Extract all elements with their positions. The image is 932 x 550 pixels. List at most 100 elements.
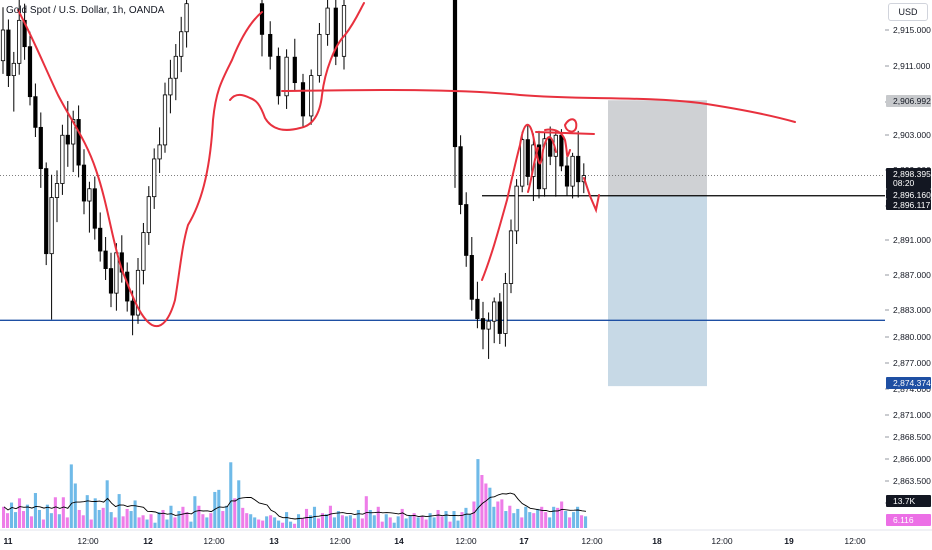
candle-body — [259, 3, 265, 35]
candle-body — [33, 96, 38, 128]
volume-bar — [29, 516, 33, 528]
candle-body — [300, 82, 306, 117]
candle-body — [492, 301, 497, 322]
volume-bar — [269, 515, 273, 528]
price-tick-label: 2,915.000 — [893, 25, 931, 35]
freehand-stroke — [281, 88, 796, 123]
volume-bar — [33, 493, 37, 528]
plot-background — [0, 0, 885, 530]
time-tick-label: 12:00 — [581, 536, 603, 546]
price-axis[interactable]: 2,915.0002,911.0002,907.0002,903.0002,89… — [885, 22, 932, 530]
volume-bar — [336, 511, 340, 528]
volume-bar — [464, 507, 468, 528]
candle-body — [570, 155, 575, 187]
candle-body — [60, 134, 65, 184]
volume-bar — [448, 521, 452, 528]
candle-body — [475, 298, 480, 319]
volume-bar — [109, 512, 113, 528]
volume-bar — [308, 515, 313, 528]
volume-bar — [544, 512, 548, 528]
candle-body — [38, 126, 43, 169]
position-tool[interactable] — [608, 100, 707, 387]
volume-bar — [388, 517, 392, 528]
volume-bar — [532, 513, 536, 528]
freehand-drawings[interactable] — [17, 2, 796, 328]
volume-bar — [576, 506, 580, 528]
volume-bar — [65, 517, 69, 528]
candle-body — [525, 139, 530, 177]
volume-bar — [105, 480, 109, 528]
volume-bar — [169, 505, 173, 528]
candle-body — [87, 188, 92, 202]
volume-bar — [153, 522, 157, 528]
volume-bar — [13, 512, 18, 528]
volume-bar — [41, 519, 45, 528]
volume-bar — [508, 505, 512, 528]
resistance-price-badge — [886, 95, 931, 107]
stop-loss-zone — [608, 100, 707, 196]
volume-bar — [548, 517, 552, 528]
volume-bar — [584, 516, 588, 528]
volume-bar — [428, 513, 432, 528]
volume-bar — [273, 517, 277, 528]
candlestick-series — [0, 0, 586, 359]
time-tick-label: 12:00 — [455, 536, 477, 546]
volume-bar — [113, 517, 117, 528]
volume-bar — [141, 515, 145, 528]
price-tick-label: 2,863.500 — [893, 476, 931, 486]
price-tick-label: 2,883.000 — [893, 305, 931, 315]
candle-body — [452, 0, 458, 148]
volume-bar — [289, 521, 293, 528]
volume-bar — [484, 483, 488, 528]
volume-bar — [197, 505, 201, 528]
volume-bar — [137, 517, 141, 528]
time-tick-label: 19 — [784, 536, 794, 546]
volume-bar — [496, 501, 500, 528]
volume-bar — [21, 511, 26, 528]
candle-body — [71, 119, 76, 145]
currency-button[interactable]: USD — [888, 3, 928, 21]
target-price-label: 2,874.374 — [893, 378, 931, 388]
time-tick-label: 18 — [652, 536, 662, 546]
volume-bar — [49, 513, 53, 528]
volume-bar — [5, 513, 10, 528]
symbol-title[interactable]: Gold Spot / U.S. Dollar, 1h, OANDA — [6, 5, 165, 16]
volume-bar — [165, 519, 169, 528]
volume-bar — [316, 518, 321, 528]
volume-bar — [69, 464, 73, 528]
volume-bar — [57, 514, 61, 528]
volume-bar — [285, 512, 289, 528]
volume-bar — [348, 515, 352, 528]
candle-body — [341, 5, 347, 57]
time-tick-label: 14 — [394, 536, 404, 546]
volume-bar — [233, 498, 237, 528]
entry-low-price-badge — [886, 199, 931, 210]
entry-high-price-badge — [886, 189, 931, 199]
freehand-stroke — [544, 128, 571, 158]
volume-bar — [504, 511, 508, 528]
candle-body — [27, 46, 33, 98]
time-axis[interactable]: 11 12:00 12 12:00 13 12:00 14 12:00 17 12:00 18 12:… — [0, 529, 932, 550]
time-tick-label: 11 — [4, 536, 13, 546]
volume-bar — [384, 514, 388, 528]
candle-body — [292, 56, 297, 84]
volume-bar — [296, 514, 301, 528]
candle-body — [536, 144, 542, 190]
time-tick-label: 12:00 — [77, 536, 99, 546]
candle-body — [44, 168, 49, 255]
volume-bar — [444, 511, 448, 528]
volume-bar — [520, 517, 524, 528]
volume-bar — [125, 508, 129, 528]
candle-body — [11, 62, 16, 77]
volume-bar — [492, 506, 496, 528]
volume-pane — [2, 459, 588, 528]
time-tick-label: 12:00 — [711, 536, 733, 546]
price-tick-label: 2,887.000 — [893, 270, 931, 280]
volume-bar — [17, 498, 22, 528]
volume-bar — [452, 511, 456, 528]
time-tick-label: 17 — [519, 536, 529, 546]
volume-bar — [101, 507, 105, 528]
candle-body — [508, 230, 514, 284]
freehand-stroke — [229, 2, 365, 131]
